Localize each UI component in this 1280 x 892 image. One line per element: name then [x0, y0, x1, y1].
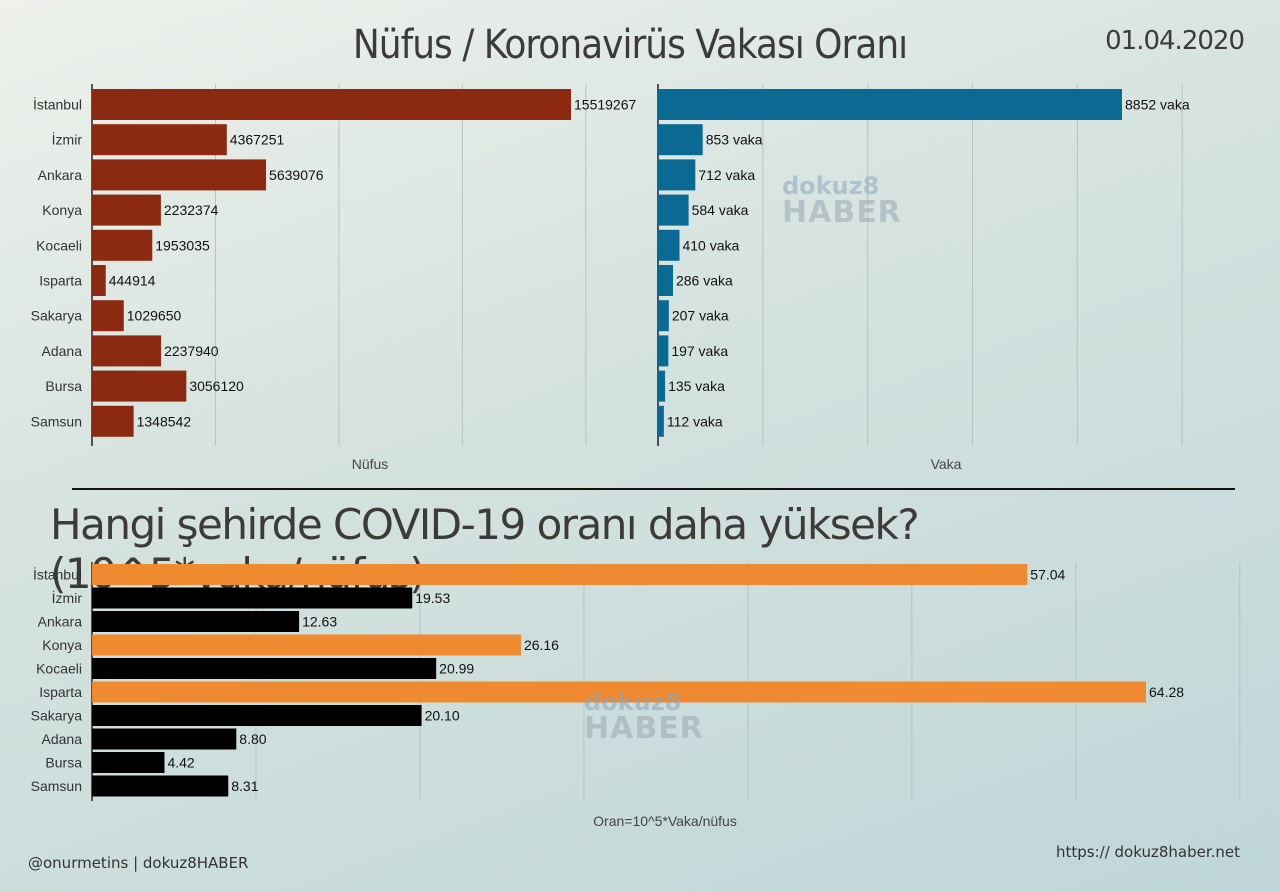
rate-value-label: 19.53 [415, 590, 450, 606]
population-value-label: 4367251 [230, 132, 285, 148]
cases-value-label: 712 vaka [698, 167, 755, 183]
rate-category-label: Bursa [45, 755, 82, 771]
rate-value-label: 26.16 [524, 637, 559, 653]
cases-bar [658, 300, 669, 332]
cases-value-label: 8852 vaka [1125, 97, 1190, 113]
population-bar [92, 159, 267, 191]
cases-axis-title: Vaka [931, 456, 962, 472]
cases-value-label: 584 vaka [692, 202, 749, 218]
population-category-label: Samsun [31, 413, 82, 429]
cases-bar [658, 124, 703, 156]
rate-category-label: Sakarya [31, 708, 83, 724]
author-credit: @onurmetins | dokuz8HABER [28, 854, 249, 872]
date-label: 01.04.2020 [1105, 26, 1245, 56]
cases-value-label: 207 vaka [672, 308, 729, 324]
population-bar [92, 229, 153, 261]
rate-bar [92, 728, 237, 750]
population-bar [92, 124, 227, 156]
cases-bar [658, 89, 1122, 120]
rate-category-label: İstanbul [33, 566, 82, 583]
population-value-label: 1953035 [155, 237, 210, 253]
rate-value-label: 57.04 [1030, 567, 1065, 583]
population-category-label: Adana [42, 343, 83, 359]
rate-bar [92, 705, 422, 726]
chart-title: Nüfus / Koronavirüs Vakası Oranı [352, 22, 908, 68]
population-category-label: Konya [42, 202, 82, 218]
rate-value-label: 20.99 [439, 661, 474, 677]
rate-bar [92, 752, 165, 773]
cases-value-label: 112 vaka [667, 413, 723, 429]
cases-bar [658, 335, 669, 367]
rate-category-label: Isparta [39, 684, 82, 700]
rate-value-label: 12.63 [302, 614, 337, 630]
population-bar [92, 335, 162, 367]
rate-value-label: 8.80 [239, 731, 266, 747]
population-bar [92, 265, 106, 296]
cases-value-label: 410 vaka [682, 237, 739, 253]
section-divider [72, 488, 1235, 490]
rate-category-label: İzmir [52, 589, 83, 606]
population-category-label: Bursa [45, 378, 82, 394]
rate-category-label: Ankara [38, 614, 83, 630]
rate-bar [92, 681, 1146, 703]
cases-bar [658, 194, 689, 226]
cases-bar [658, 229, 680, 261]
rate-value-label: 64.28 [1149, 684, 1184, 700]
rate-value-label: 20.10 [425, 708, 460, 724]
population-value-label: 3056120 [189, 378, 244, 394]
population-bar [92, 194, 161, 226]
cases-bar [658, 370, 666, 402]
rate-value-label: 8.31 [231, 778, 258, 794]
watermark-logo-top: dokuz8 HABER [782, 172, 902, 230]
rate-value-label: 4.42 [167, 755, 194, 771]
population-category-label: Ankara [38, 167, 83, 183]
population-category-label: Kocaeli [36, 237, 82, 253]
cases-value-label: 197 vaka [671, 343, 728, 359]
cases-bar [658, 159, 696, 191]
rate-bar [92, 611, 300, 632]
population-category-label: İzmir [52, 131, 83, 148]
rate-axis-title: Oran=10^5*Vaka/nüfus [593, 813, 737, 829]
population-value-label: 5639076 [269, 167, 324, 183]
population-bar [92, 89, 571, 120]
rate-category-label: Konya [42, 637, 82, 653]
cases-bar [658, 265, 673, 296]
cases-value-label: 135 vaka [668, 378, 725, 394]
rate-bar [92, 634, 521, 656]
population-value-label: 1029650 [127, 308, 182, 324]
population-value-label: 444914 [109, 273, 156, 289]
rate-category-label: Adana [42, 731, 83, 747]
cases-value-label: 286 vaka [676, 273, 733, 289]
rate-category-label: Kocaeli [36, 661, 82, 677]
population-value-label: 2232374 [164, 202, 219, 218]
population-value-label: 15519267 [574, 97, 637, 113]
rate-bar [92, 587, 413, 609]
cases-value-label: 853 vaka [706, 132, 763, 148]
population-axis-title: Nüfus [352, 456, 389, 472]
population-value-label: 1348542 [137, 413, 192, 429]
population-category-label: İstanbul [33, 96, 82, 113]
watermark-logo-bottom: dokuz8 HABER [584, 688, 704, 746]
population-category-label: Sakarya [31, 308, 83, 324]
population-bar [92, 405, 134, 437]
rate-bar [92, 775, 229, 797]
cases-bar [658, 405, 664, 437]
rate-bar [92, 658, 437, 679]
source-url: https:// dokuz8haber.net [1055, 843, 1240, 861]
rate-category-label: Samsun [31, 778, 82, 794]
population-bar [92, 300, 124, 332]
population-category-label: Isparta [39, 273, 82, 289]
rate-bar [92, 564, 1028, 585]
population-bar [92, 370, 187, 402]
population-value-label: 2237940 [164, 343, 219, 359]
